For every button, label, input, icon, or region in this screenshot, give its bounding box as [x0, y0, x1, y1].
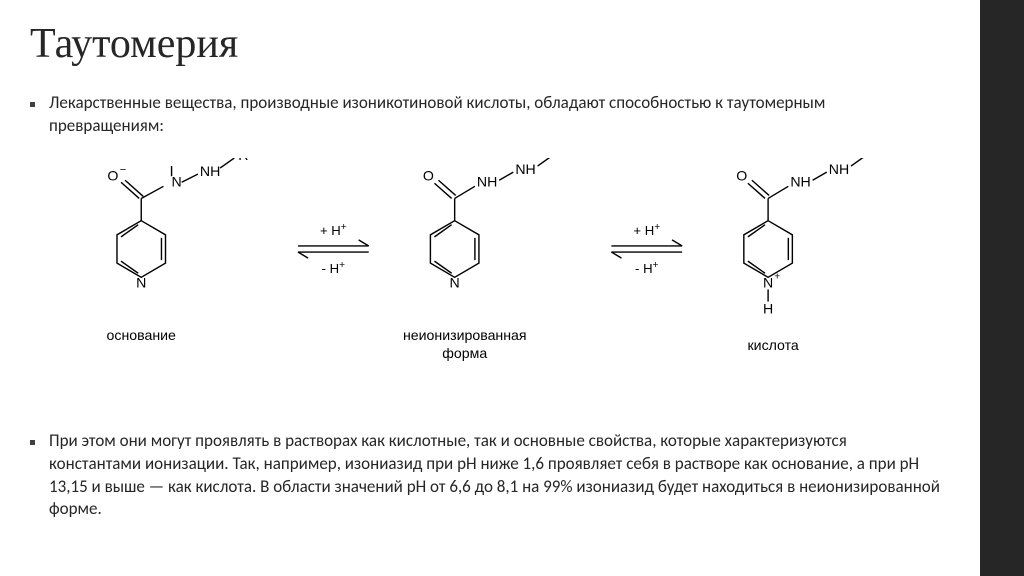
- structure-neutral: N O NH NH R: [423, 158, 566, 290]
- slide: Таутомерия Лекарственные вещества, произ…: [0, 0, 980, 576]
- arrow1-top: + H+: [320, 222, 347, 238]
- atom-n2: N: [172, 173, 182, 189]
- bullet-dot-icon: [30, 102, 35, 107]
- atom-minus: −: [120, 164, 127, 176]
- arrow2-bot: - H+: [635, 260, 658, 276]
- equilibrium-arrow-2: + H+ - H+: [611, 222, 682, 276]
- atom-n-mid: N: [450, 274, 460, 290]
- atom-nh: NH: [200, 163, 220, 179]
- atom-o-minus: O: [107, 167, 118, 183]
- bullet-1: Лекарственные вещества, производные изон…: [30, 92, 940, 138]
- atom-o2: O: [423, 167, 434, 183]
- structure-acid: N + H O NH NH R: [736, 158, 879, 317]
- label-nonion-2: форма: [442, 345, 487, 361]
- slide-title: Таутомерия: [30, 20, 940, 68]
- atom-nplus: N: [763, 274, 773, 290]
- tautomer-diagram: N O − N NH R основание + H+ - H+: [30, 158, 940, 411]
- atom-r3: R: [869, 158, 879, 161]
- atom-r1: R: [238, 158, 248, 163]
- atom-n: N: [136, 274, 146, 290]
- atom-nh5: NH: [829, 161, 849, 177]
- structure-base: N O − N NH R: [107, 158, 248, 290]
- atom-o3: O: [736, 167, 747, 183]
- label-acid: кислота: [747, 337, 798, 353]
- bullet-2-text: При этом они могут проявлять в растворах…: [49, 430, 940, 522]
- atom-h: H: [763, 301, 773, 317]
- atom-nh4: NH: [790, 173, 810, 189]
- atom-plus: +: [774, 271, 780, 282]
- arrow1-bot: - H+: [322, 260, 345, 276]
- bullet-2: При этом они могут проявлять в растворах…: [30, 430, 940, 522]
- label-base: основание: [107, 327, 177, 343]
- equilibrium-arrow-1: + H+ - H+: [298, 222, 369, 276]
- bullet-dot-icon: [30, 440, 35, 445]
- atom-nh2: NH: [477, 173, 497, 189]
- label-nonion-1: неионизированная: [403, 327, 527, 343]
- right-stripe: [980, 0, 1024, 576]
- atom-r2: R: [556, 158, 566, 161]
- bullet-1-text: Лекарственные вещества, производные изон…: [49, 92, 940, 138]
- atom-nh3: NH: [515, 161, 535, 177]
- arrow2-top: + H+: [633, 222, 660, 238]
